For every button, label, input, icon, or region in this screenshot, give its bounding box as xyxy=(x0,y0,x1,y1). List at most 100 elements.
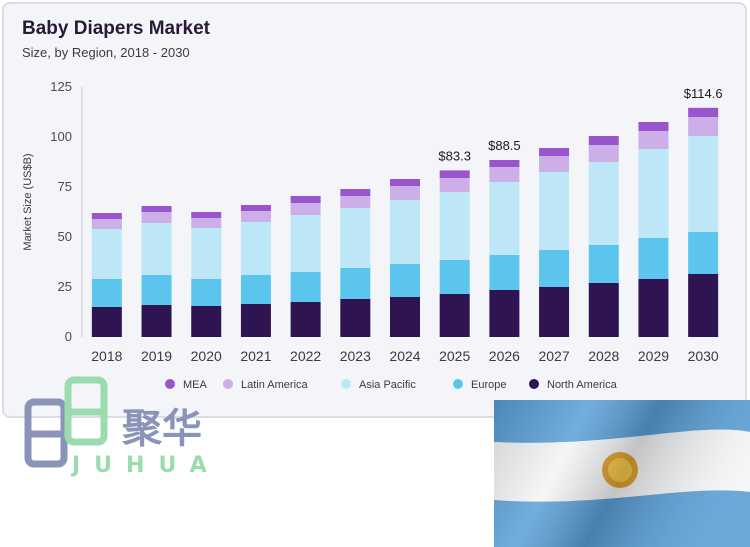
chart-subtitle: Size, by Region, 2018 - 2030 xyxy=(22,45,190,60)
argentina-flag xyxy=(494,400,750,547)
x-tick-label: 2027 xyxy=(538,348,569,364)
bar-segment xyxy=(340,299,371,337)
bar-segment xyxy=(91,279,122,307)
bar-segment xyxy=(688,274,719,337)
bar-segment xyxy=(439,170,470,178)
bar-segment xyxy=(638,131,669,149)
bar-segment xyxy=(290,302,321,337)
bar-segment xyxy=(539,156,570,172)
x-tick-label: 2029 xyxy=(638,348,669,364)
bar-segment xyxy=(141,223,172,275)
bar-segment xyxy=(489,255,520,290)
bar-segment xyxy=(240,222,271,275)
bar-total-label: $114.6 xyxy=(684,86,723,101)
bar-segment xyxy=(439,178,470,192)
legend-label: Latin America xyxy=(241,379,309,391)
bar-segment xyxy=(91,229,122,279)
bar-segment xyxy=(688,232,719,274)
x-tick-label: 2019 xyxy=(141,348,172,364)
bar-segment xyxy=(191,218,222,228)
bar-segment xyxy=(390,179,420,186)
bar-segment xyxy=(588,162,619,245)
bar-segment xyxy=(340,189,371,196)
bar-segment xyxy=(539,148,570,156)
bar-segment xyxy=(688,107,719,117)
bar-segment xyxy=(340,268,371,299)
bar-segment xyxy=(240,304,271,337)
bar-segment xyxy=(141,305,172,337)
legend-marker xyxy=(453,379,463,389)
legend-marker xyxy=(223,379,233,389)
bar-segment xyxy=(638,149,669,238)
x-tick-label: 2020 xyxy=(191,348,222,364)
bar-total-label: $83.3 xyxy=(438,148,471,163)
y-tick-label: 100 xyxy=(50,129,72,144)
bar-segment xyxy=(539,172,570,250)
bar-segment xyxy=(390,264,420,297)
bar-segment xyxy=(340,208,371,268)
bar-segment xyxy=(290,196,321,203)
legend-label: MEA xyxy=(183,379,208,391)
bar-segment xyxy=(489,290,520,337)
bar-segment xyxy=(290,203,321,215)
juhua-logo: 聚华 JUHUA xyxy=(24,376,221,478)
bar-segment xyxy=(91,213,122,219)
y-tick-label: 125 xyxy=(50,79,72,94)
bar-segment xyxy=(588,136,619,145)
legend-marker xyxy=(165,379,175,389)
bar-segment xyxy=(588,283,619,337)
bar-segment xyxy=(91,219,122,229)
bar-segment xyxy=(191,279,222,306)
bar-segment xyxy=(439,192,470,260)
x-tick-label: 2024 xyxy=(389,348,420,364)
logo-latin-text: JUHUA xyxy=(70,453,221,478)
x-tick-label: 2030 xyxy=(688,348,719,364)
x-tick-label: 2022 xyxy=(290,348,321,364)
bar-segment xyxy=(588,145,619,162)
bar-segment xyxy=(390,186,420,200)
bar-segment xyxy=(141,275,172,305)
bar-segment xyxy=(191,228,222,279)
bar-segment xyxy=(390,297,420,337)
y-tick-label: 75 xyxy=(58,179,72,194)
chart-svg: 0 25 50 75 100 125 Market Size (US$B) 2018 2019 2… xyxy=(22,79,723,391)
x-tick-label: 2025 xyxy=(439,348,470,364)
chart-title: Baby Diapers Market xyxy=(22,18,210,39)
x-tick-label: 2028 xyxy=(588,348,619,364)
y-tick-label: 25 xyxy=(58,279,72,294)
bar-segment xyxy=(240,211,271,222)
bar-total-label: $88.5 xyxy=(488,138,521,153)
bar-segment xyxy=(390,200,420,264)
y-tick-label: 50 xyxy=(58,229,72,244)
bar-segment xyxy=(588,245,619,283)
x-tick-label: 2023 xyxy=(340,348,371,364)
bar-segment xyxy=(240,205,271,211)
bar-segment xyxy=(290,215,321,272)
bar-segment xyxy=(439,294,470,337)
x-tick-label: 2026 xyxy=(489,348,520,364)
bar-segment xyxy=(638,238,669,279)
chart-card xyxy=(2,2,747,418)
legend-label: North America xyxy=(547,379,618,391)
legend-label: Europe xyxy=(471,379,506,391)
bar-segment xyxy=(489,182,520,255)
bar-segment xyxy=(141,212,172,223)
bar-segment xyxy=(91,307,122,337)
bar-segment xyxy=(688,117,719,136)
bar-segment xyxy=(638,122,669,131)
bar-segment xyxy=(439,260,470,294)
x-tick-label: 2018 xyxy=(91,348,122,364)
bar-segment xyxy=(141,206,172,212)
bar-segment xyxy=(638,279,669,337)
bar-segment xyxy=(240,275,271,304)
bar-segment xyxy=(539,287,570,337)
legend-marker xyxy=(529,379,539,389)
bar-segment xyxy=(688,136,719,232)
bar-segment xyxy=(340,196,371,208)
bar-segment xyxy=(290,272,321,302)
legend-marker xyxy=(341,379,351,389)
bar-segment xyxy=(489,160,520,167)
legend-label: Asia Pacific xyxy=(359,379,416,391)
y-tick-label: 0 xyxy=(65,329,72,344)
bar-segment xyxy=(191,306,222,337)
